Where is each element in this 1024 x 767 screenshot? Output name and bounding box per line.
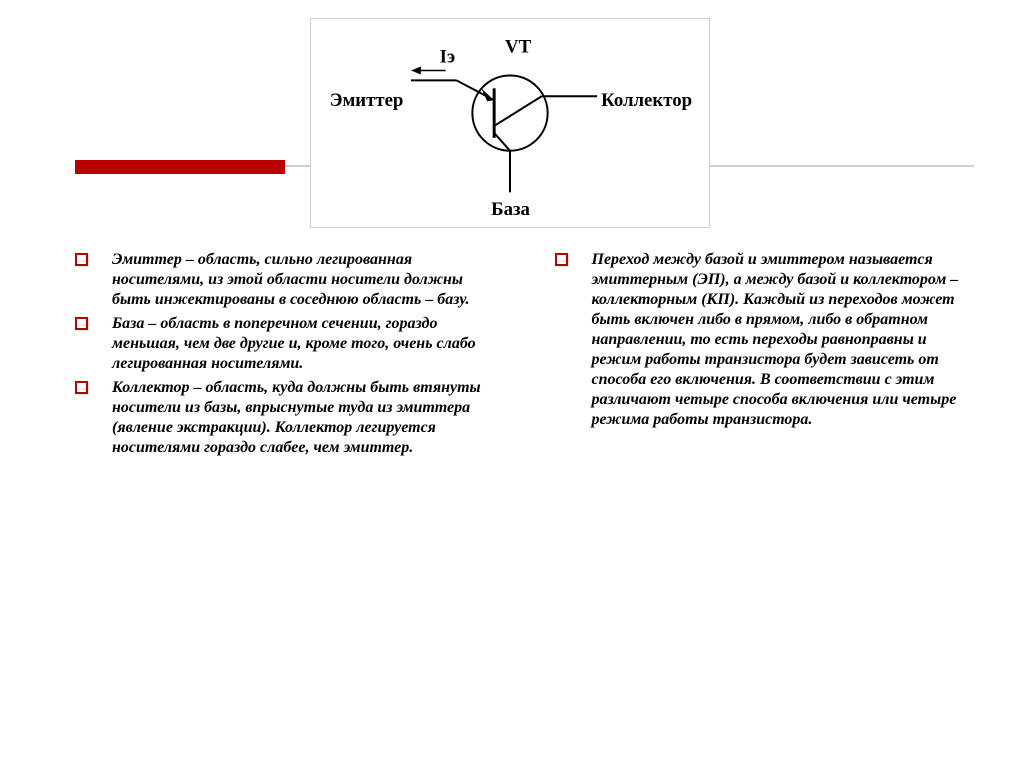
vt-label: VT	[505, 37, 532, 58]
list-item-text: Коллектор – область, куда должны быть вт…	[112, 378, 495, 458]
square-bullet-icon	[75, 381, 88, 394]
content-columns: Эмиттер – область, сильно легированная н…	[0, 250, 1024, 462]
accent-bar	[75, 160, 285, 174]
square-bullet-icon	[555, 253, 568, 266]
list-item: База – область в поперечном сечении, гор…	[75, 314, 495, 374]
left-column: Эмиттер – область, сильно легированная н…	[75, 250, 495, 462]
transistor-diagram: Iэ VT Эмиттер Коллектор База	[310, 18, 710, 228]
list-item-text: База – область в поперечном сечении, гор…	[112, 314, 495, 374]
list-item: Переход между базой и эмиттером называет…	[555, 250, 975, 430]
list-item: Эмиттер – область, сильно легированная н…	[75, 250, 495, 310]
square-bullet-icon	[75, 253, 88, 266]
base-label: База	[491, 199, 530, 220]
ie-label: Iэ	[440, 47, 455, 68]
list-item-text: Переход между базой и эмиттером называет…	[592, 250, 975, 430]
transistor-circle	[472, 75, 547, 150]
right-column: Переход между базой и эмиттером называет…	[555, 250, 975, 462]
emitter-label: Эмиттер	[330, 90, 404, 111]
list-item: Коллектор – область, куда должны быть вт…	[75, 378, 495, 458]
list-item-text: Эмиттер – область, сильно легированная н…	[112, 250, 495, 310]
collector-label: Коллектор	[601, 90, 692, 111]
collector-line	[494, 96, 542, 126]
current-arrow-icon	[411, 67, 421, 75]
square-bullet-icon	[75, 317, 88, 330]
